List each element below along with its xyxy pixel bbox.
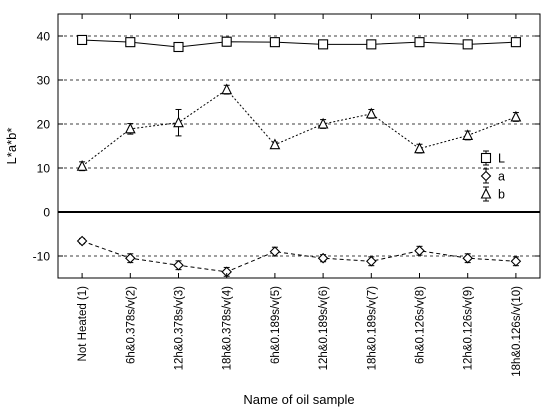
series-layer: [76, 34, 522, 278]
series-line-a: [81, 240, 516, 273]
data-point-L: [318, 39, 329, 50]
series-a: [76, 235, 522, 278]
data-point-L: [510, 37, 521, 48]
series-L: [77, 34, 521, 53]
data-point-b: [510, 110, 522, 122]
y-tick-label: 20: [37, 118, 51, 132]
data-point-L: [77, 34, 88, 46]
data-point-a: [125, 252, 136, 264]
data-point-L: [462, 39, 473, 50]
legend-label: b: [498, 188, 505, 202]
data-point-a: [269, 246, 281, 257]
data-point-b: [269, 138, 281, 150]
grid-lines: [58, 35, 540, 257]
data-point-a: [414, 245, 425, 256]
legend-entry-L: L: [480, 150, 505, 166]
plot-frame: [57, 13, 541, 279]
y-axis-ticks: -10 0 10 20 30 40: [33, 30, 540, 264]
data-point-b: [221, 83, 233, 95]
series-b: [76, 83, 522, 172]
x-tick-label: 12h&0.378s/v(3): [174, 286, 186, 371]
data-point-a: [317, 252, 329, 264]
y-tick-label: -10: [33, 250, 51, 264]
data-point-L: [125, 37, 136, 48]
x-axis-label: Name of oil sample: [243, 392, 354, 407]
legend-entry-a: a: [480, 168, 505, 184]
y-tick-label: 40: [37, 30, 51, 44]
legend-label: L: [498, 152, 505, 166]
data-point-b: [317, 117, 329, 129]
data-point-a: [510, 256, 522, 267]
data-point-b: [173, 116, 184, 128]
x-tick-label: 18h&0.126s/v(10): [511, 286, 523, 377]
y-tick-label: 30: [37, 74, 51, 88]
data-point-b: [124, 122, 136, 134]
x-tick-label: 12h&0.189s/v(6): [318, 286, 330, 371]
legend-marker-L: [480, 152, 492, 164]
data-point-L: [366, 39, 377, 50]
x-tick-label: Not Heated (1): [77, 286, 89, 362]
data-point-L: [414, 37, 425, 48]
data-point-a: [173, 259, 184, 271]
y-tick-label: 0: [43, 206, 50, 220]
legend: Lab: [480, 150, 505, 202]
legend-marker-a: [480, 170, 492, 182]
x-tick-label: 6h&0.189s/v(5): [270, 286, 282, 364]
data-point-b: [76, 160, 88, 171]
data-point-L: [221, 36, 232, 47]
legend-label: a: [498, 170, 505, 184]
series-line-b: [81, 89, 517, 167]
data-point-a: [462, 252, 473, 264]
data-point-a: [76, 235, 88, 247]
x-tick-label: 6h&0.378s/v(2): [125, 286, 137, 364]
x-tick-label: 6h&0.126s/v(8): [415, 286, 427, 364]
x-tick-label: 18h&0.189s/v(7): [366, 286, 378, 371]
x-tick-label: 12h&0.126s/v(9): [463, 286, 475, 371]
data-point-b: [414, 142, 425, 154]
legend-entry-b: b: [480, 186, 505, 202]
data-point-b: [365, 107, 377, 119]
data-point-L: [269, 37, 280, 48]
data-point-L: [173, 41, 184, 53]
y-tick-label: 10: [37, 162, 51, 176]
x-tick-label: 18h&0.378s/v(4): [222, 286, 234, 371]
x-axis-ticks: Not Heated (1) 6h&0.378s/v(2) 12h&0.378s/v…: [77, 14, 523, 377]
data-point-a: [366, 256, 377, 267]
y-axis-label: L*a*b*: [4, 128, 19, 165]
legend-marker-b: [480, 187, 492, 199]
data-point-b: [462, 129, 474, 140]
series-line-L: [82, 39, 516, 48]
